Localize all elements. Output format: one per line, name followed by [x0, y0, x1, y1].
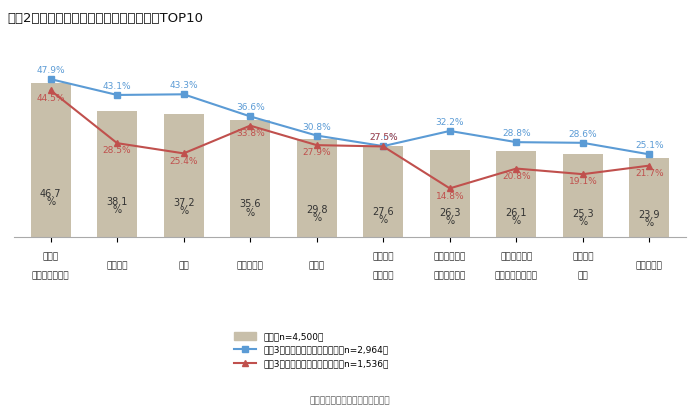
Text: 35.6: 35.6	[239, 199, 261, 209]
Text: 土地勘が: 土地勘が	[572, 252, 594, 261]
Text: %: %	[246, 208, 255, 218]
Text: 26.3: 26.3	[439, 208, 461, 218]
Text: 治安面: 治安面	[43, 252, 59, 261]
Text: 30.8%: 30.8%	[302, 123, 331, 132]
Text: 現地の食事: 現地の食事	[636, 262, 663, 271]
Text: 25.1%: 25.1%	[635, 142, 664, 151]
Text: 飛行機や宿の: 飛行機や宿の	[500, 252, 533, 261]
Text: 27.9%: 27.9%	[302, 148, 331, 157]
Text: 38.1: 38.1	[106, 197, 128, 207]
Bar	[31, 83, 71, 237]
Text: 25.3: 25.3	[572, 209, 594, 219]
Bar	[363, 146, 403, 237]
Text: 27.5%: 27.5%	[369, 133, 398, 142]
Bar	[164, 115, 204, 237]
Bar	[563, 154, 603, 237]
Text: 27.6: 27.6	[372, 207, 394, 217]
Text: 27.6%: 27.6%	[369, 133, 398, 142]
Text: %: %	[445, 216, 454, 226]
Text: 紛失・盗難: 紛失・盗難	[237, 262, 264, 271]
Text: 43.1%: 43.1%	[103, 82, 132, 91]
Text: テロの発生など: テロの発生など	[32, 271, 69, 280]
Text: 37.2: 37.2	[173, 198, 195, 208]
Text: %: %	[645, 218, 654, 228]
Text: 衛生面: 衛生面	[309, 262, 325, 271]
Text: %: %	[379, 215, 388, 225]
Text: ＜囲2＞　海外旅行で不安・心配なこと　TOP10: ＜囲2＞ 海外旅行で不安・心配なこと TOP10	[7, 12, 203, 25]
Text: 手配の仕方が不明: 手配の仕方が不明	[495, 271, 538, 280]
Text: 36.6%: 36.6%	[236, 103, 265, 112]
Text: 19.1%: 19.1%	[568, 178, 597, 187]
Text: 14.8%: 14.8%	[435, 192, 464, 201]
Text: 29.8: 29.8	[306, 204, 328, 215]
Text: %: %	[578, 217, 587, 227]
Bar	[496, 151, 536, 237]
Text: %: %	[179, 206, 188, 216]
Text: 25.4%: 25.4%	[169, 157, 198, 166]
Text: 28.6%: 28.6%	[568, 130, 597, 139]
Bar	[629, 158, 669, 237]
Text: 費用: 費用	[178, 262, 189, 271]
Text: 33.8%: 33.8%	[236, 129, 265, 138]
Text: パスポートの: パスポートの	[434, 252, 466, 261]
Text: 発行・手続き: 発行・手続き	[434, 271, 466, 280]
Text: 47.9%: 47.9%	[36, 66, 65, 75]
Text: 体調不良: 体調不良	[372, 271, 394, 280]
Text: 44.5%: 44.5%	[36, 94, 65, 103]
Text: 26.1: 26.1	[505, 208, 527, 218]
Bar	[430, 151, 470, 237]
Text: %: %	[312, 213, 321, 223]
Legend: 全体（n=4,500）, 直近3年間の海外旅行経験なし（n=2,964）, 直近3年間の海外旅行経験あり（n=1,536）: 全体（n=4,500）, 直近3年間の海外旅行経験なし（n=2,964）, 直近…	[234, 332, 388, 369]
Bar	[97, 112, 137, 237]
Text: 32.2%: 32.2%	[435, 118, 464, 127]
Text: 43.3%: 43.3%	[169, 81, 198, 90]
Text: 言葉の壁: 言葉の壁	[106, 262, 128, 271]
Text: 28.5%: 28.5%	[103, 146, 132, 155]
Text: 21.7%: 21.7%	[635, 169, 664, 178]
Text: 20.8%: 20.8%	[502, 172, 531, 181]
Text: 46.7: 46.7	[40, 189, 62, 199]
Text: %: %	[113, 205, 122, 215]
Bar	[230, 120, 270, 237]
Bar	[297, 139, 337, 237]
Text: ない: ない	[578, 271, 588, 280]
Text: %: %	[46, 197, 55, 207]
Text: %: %	[512, 216, 521, 226]
Text: 28.8%: 28.8%	[502, 129, 531, 138]
Text: 23.9: 23.9	[638, 210, 660, 220]
Text: ［海外旅行意向がある人ベース］: ［海外旅行意向がある人ベース］	[309, 396, 391, 405]
Text: 現地での: 現地での	[372, 252, 394, 261]
